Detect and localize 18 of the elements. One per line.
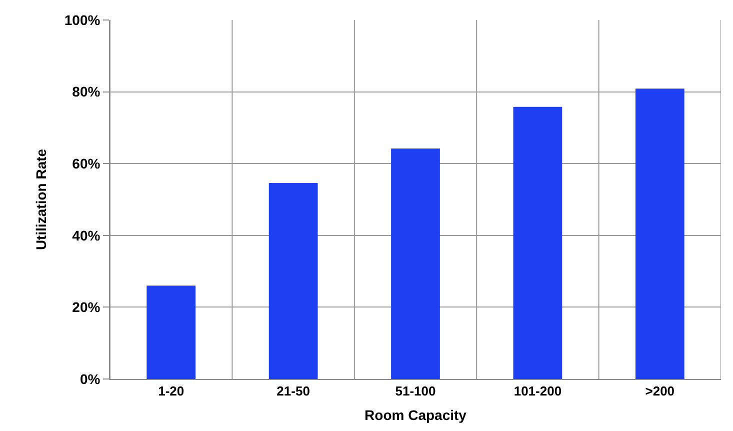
y-tick-label: 100% [64,12,101,28]
y-axis-title: Utilization Rate [32,148,49,250]
y-tick-label: 40% [72,227,101,244]
y-tick-label: 60% [72,156,101,172]
bar [391,148,440,379]
x-tick-label: 101-200 [514,384,562,399]
y-tick-label: 0% [80,370,101,387]
x-tick-label: 1-20 [158,384,184,399]
y-tick-label: 20% [72,299,101,316]
bar [268,182,318,379]
x-tick-label: 51-100 [395,384,436,399]
bar [513,106,562,379]
y-tick-label: 80% [72,84,101,100]
x-tick-label: >200 [645,384,675,399]
x-tick-label: 21-50 [276,384,310,399]
bar [146,286,196,379]
x-axis-title: Room Capacity [364,406,467,423]
bar [635,88,684,379]
